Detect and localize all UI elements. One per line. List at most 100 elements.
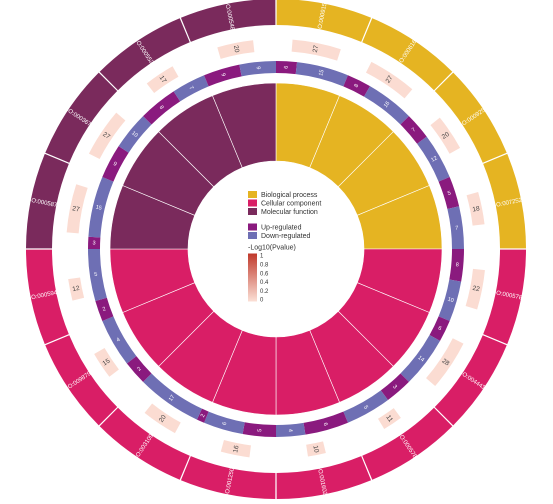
- term-outer-segment: [276, 0, 372, 42]
- term-outer-segment: [99, 407, 190, 480]
- term-up-count: 8: [354, 83, 361, 88]
- term-down-count: 12: [430, 155, 438, 163]
- term-down-arc: [438, 279, 462, 321]
- term-down-arc: [447, 206, 464, 249]
- term-count-label: 20: [158, 413, 168, 423]
- term-down-count: 7: [455, 225, 459, 231]
- term-down-count: 14: [417, 355, 426, 363]
- legend-category-label: Molecular function: [261, 209, 318, 216]
- term-count-label: 28: [441, 358, 451, 368]
- term-down-arc: [204, 411, 245, 435]
- term-outer-segment: [434, 72, 507, 163]
- term-count-label: 17: [158, 75, 168, 85]
- term-outer-segment: [362, 407, 453, 480]
- term-outer-segment: [276, 456, 372, 499]
- term-outer-segment: [483, 249, 526, 345]
- term-count-label: 22: [472, 285, 481, 293]
- term-outer-segment: [180, 456, 276, 499]
- term-up-count: 8: [455, 262, 459, 268]
- term-count-label: 27: [312, 44, 320, 53]
- chart-rings: GO:000915027615GO:000616327816GO:0009259…: [26, 0, 527, 500]
- legend-swatch: [248, 208, 257, 215]
- term-up-arc: [88, 236, 101, 249]
- term-down-count: 5: [94, 272, 98, 278]
- term-up-count: 9: [112, 161, 118, 168]
- term-outer-segment: [99, 18, 190, 91]
- term-down-count: 15: [95, 204, 102, 211]
- term-count-bar: [146, 66, 179, 93]
- term-up-arc: [196, 408, 209, 423]
- term-up-arc: [95, 297, 114, 321]
- term-down-count: 10: [130, 130, 139, 139]
- term-outer-segment: [434, 335, 507, 426]
- term-count-bar: [66, 184, 88, 234]
- term-up-count: 8: [158, 105, 165, 111]
- term-down-arc: [88, 249, 107, 302]
- term-up-arc: [380, 373, 409, 401]
- term-count-bar: [378, 408, 401, 429]
- term-outer-segment: [26, 249, 69, 345]
- term-down-arc: [173, 75, 209, 102]
- term-down-count: 7: [187, 85, 194, 91]
- term-down-arc: [343, 390, 388, 423]
- legend-gradient-bar: [248, 253, 257, 302]
- term-down-arc: [239, 61, 276, 77]
- chart-legend: Biological process Cellular componentMole…: [248, 191, 321, 304]
- term-count-label: 16: [232, 445, 240, 454]
- term-outer-segment: [26, 153, 69, 249]
- term-up-arc: [449, 249, 464, 282]
- term-inner-sector: [212, 82, 277, 169]
- term-down-count: 4: [287, 429, 293, 433]
- term-count-label: 10: [311, 445, 319, 454]
- legend-gradient-tick: 0.4: [260, 280, 269, 286]
- legend-gradient-tick: 0.6: [260, 271, 269, 277]
- term-up-arc: [242, 422, 276, 437]
- term-count-label: 18: [472, 205, 481, 213]
- term-outer-segment: [45, 72, 118, 163]
- term-down-arc: [295, 62, 348, 87]
- legend-category-label: Biological process: [261, 192, 318, 199]
- term-up-arc: [102, 146, 129, 182]
- legend-swatch: [248, 232, 257, 239]
- term-count-bar: [88, 112, 126, 160]
- term-outer-segment: [180, 0, 276, 42]
- term-count-bar: [306, 441, 326, 457]
- term-count-label: 20: [232, 45, 240, 54]
- term-down-arc: [417, 136, 450, 182]
- legend-swatch: [248, 199, 257, 207]
- term-count-bar: [217, 40, 255, 59]
- term-count-bar: [465, 268, 485, 310]
- term-outer-segment: [362, 18, 453, 91]
- legend-regulation-label: Down-regulated: [261, 233, 311, 240]
- term-down-arc: [102, 316, 137, 364]
- term-up-arc: [303, 411, 348, 435]
- term-down-arc: [88, 177, 114, 238]
- legend-gradient-tick: 1: [260, 254, 264, 260]
- term-down-arc: [143, 373, 202, 420]
- legend-gradient-tick: 0.2: [260, 289, 269, 295]
- legend-gradient-tick: 0: [260, 298, 264, 304]
- term-up-arc: [204, 64, 242, 87]
- term-up-arc: [276, 61, 298, 75]
- term-up-arc: [126, 356, 152, 382]
- term-count-bar: [291, 39, 341, 61]
- legend-swatch: [248, 191, 257, 198]
- term-up-count: 2: [200, 413, 207, 418]
- term-down-arc: [400, 334, 441, 382]
- term-count-bar: [144, 403, 181, 434]
- term-outer-segment: [483, 153, 526, 249]
- term-up-count: 6: [437, 325, 442, 332]
- legend-category-label: Cellular component: [261, 201, 321, 208]
- term-count-label: 27: [72, 205, 81, 213]
- term-up-arc: [429, 316, 450, 341]
- term-down-count: 10: [447, 297, 455, 304]
- term-up-count: 2: [136, 366, 142, 373]
- term-down-count: 15: [318, 69, 325, 76]
- term-up-count: 3: [391, 384, 398, 390]
- term-up-arc: [343, 75, 370, 97]
- term-up-count: 6: [322, 422, 329, 427]
- term-down-count: 4: [116, 337, 122, 344]
- center-disk: [190, 163, 362, 335]
